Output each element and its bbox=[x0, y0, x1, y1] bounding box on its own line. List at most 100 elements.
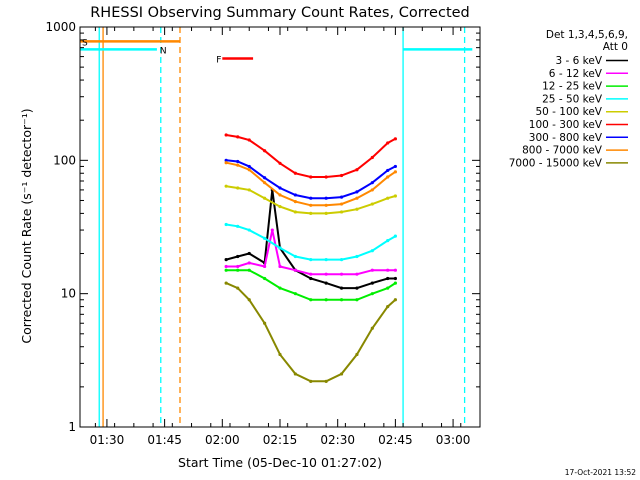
series-2-point-4 bbox=[278, 286, 282, 290]
y-tick-label-2: 100 bbox=[53, 153, 76, 167]
series-4-point-7 bbox=[324, 211, 328, 215]
legend-header-1: Att 0 bbox=[603, 41, 628, 53]
series-0-point-13 bbox=[393, 276, 397, 281]
series-2-point-7 bbox=[324, 298, 328, 302]
series-0-point-2 bbox=[247, 251, 251, 256]
series-4-point-1 bbox=[236, 186, 240, 190]
y-tick-label-3: 1000 bbox=[45, 20, 76, 34]
x-tick-label-3: 02:15 bbox=[263, 433, 298, 447]
series-4-point-11 bbox=[386, 196, 390, 200]
series-7-point-0 bbox=[224, 161, 228, 165]
series-2-point-1 bbox=[236, 268, 240, 272]
series-8-point-4 bbox=[278, 352, 282, 357]
series-3-point-1 bbox=[236, 224, 240, 228]
series-3-point-10 bbox=[370, 249, 374, 253]
series-3-point-11 bbox=[386, 239, 390, 243]
series-7-point-11 bbox=[386, 175, 390, 179]
plot-series-group bbox=[80, 27, 473, 427]
series-8-point-3 bbox=[263, 321, 267, 325]
series-7-point-12 bbox=[393, 170, 397, 174]
axes: 1 10 100 1000 01:30 01:45 02:00 02:15 02:30 02:45… bbox=[45, 20, 481, 447]
series-6-point-1 bbox=[236, 159, 240, 164]
x-tick-label-0: 01:30 bbox=[90, 433, 125, 447]
series-8-point-8 bbox=[339, 372, 344, 376]
legend-label-2: 12 - 25 keV bbox=[542, 81, 603, 93]
series-1-point-1 bbox=[236, 264, 240, 269]
series-7-point-8 bbox=[339, 202, 344, 206]
legend-label-7: 800 - 7000 keV bbox=[522, 145, 603, 157]
series-6-point-0 bbox=[224, 158, 228, 162]
series-0-point-11 bbox=[370, 281, 374, 285]
y-tick-label-1: 10 bbox=[61, 287, 76, 301]
flag-label-0: S bbox=[82, 38, 88, 48]
series-8-point-11 bbox=[386, 304, 390, 309]
chart-title: RHESSI Observing Summary Count Rates, Co… bbox=[90, 5, 470, 21]
series-6-point-8 bbox=[339, 195, 344, 199]
series-5-point-2 bbox=[247, 138, 251, 142]
series-3-point-3 bbox=[263, 236, 267, 240]
series-1-point-0 bbox=[224, 264, 228, 269]
legend-label-6: 300 - 800 keV bbox=[529, 132, 603, 144]
legend-label-5: 100 - 300 keV bbox=[529, 119, 603, 131]
series-1-point-13 bbox=[393, 268, 397, 272]
series-6-point-5 bbox=[293, 193, 297, 197]
series-4-point-5 bbox=[293, 210, 297, 214]
series-5-point-3 bbox=[263, 149, 267, 153]
series-0-point-0 bbox=[224, 258, 228, 262]
series-5-point-9 bbox=[355, 168, 359, 172]
series-line-0 bbox=[225, 189, 396, 290]
series-4-point-9 bbox=[355, 207, 359, 211]
series-8-point-5 bbox=[293, 372, 297, 376]
flag-label-3: F bbox=[216, 56, 221, 66]
series-4-point-0 bbox=[224, 184, 228, 188]
series-0-point-1 bbox=[236, 254, 240, 259]
series-5-point-5 bbox=[293, 171, 297, 175]
series-6-point-4 bbox=[278, 186, 282, 190]
legend-label-4: 50 - 100 keV bbox=[535, 106, 602, 118]
plot-frame bbox=[79, 26, 481, 428]
series-8-point-9 bbox=[355, 352, 359, 357]
series-line-6 bbox=[226, 159, 396, 200]
flag-label-1: N bbox=[160, 46, 167, 56]
y-tick-label-0: 1 bbox=[68, 420, 76, 434]
series-1-point-12 bbox=[386, 268, 390, 272]
series-4-point-4 bbox=[278, 204, 282, 209]
series-5-point-8 bbox=[339, 173, 344, 178]
series-5-point-7 bbox=[324, 175, 328, 179]
series-6-point-6 bbox=[309, 196, 313, 200]
series-2-point-5 bbox=[293, 292, 297, 296]
series-8-point-2 bbox=[247, 298, 251, 302]
series-8-point-10 bbox=[370, 326, 374, 330]
series-7-point-10 bbox=[370, 188, 374, 192]
series-7-point-7 bbox=[324, 203, 328, 207]
series-1-point-9 bbox=[339, 272, 344, 276]
series-1-point-7 bbox=[309, 272, 313, 276]
series-2-point-8 bbox=[339, 298, 344, 302]
footer-timestamp: 17-Oct-2021 13:52 bbox=[565, 468, 636, 477]
series-4-point-10 bbox=[370, 202, 374, 206]
series-line-8 bbox=[225, 282, 397, 383]
series-2-point-6 bbox=[309, 298, 313, 302]
series-8-point-7 bbox=[324, 379, 328, 383]
series-6-point-3 bbox=[263, 176, 267, 180]
series-7-point-3 bbox=[263, 181, 267, 185]
series-2-point-0 bbox=[224, 268, 228, 272]
series-1-point-11 bbox=[370, 268, 374, 272]
series-2-point-12 bbox=[393, 281, 397, 285]
series-8-point-0 bbox=[224, 281, 228, 285]
series-1-point-6 bbox=[293, 268, 297, 272]
series-1-point-5 bbox=[278, 264, 282, 269]
series-7-point-1 bbox=[236, 163, 240, 167]
series-3-point-7 bbox=[324, 258, 328, 262]
series-3-point-6 bbox=[309, 258, 313, 262]
series-1-point-3 bbox=[263, 264, 267, 269]
series-5-point-6 bbox=[309, 175, 313, 179]
series-7-point-9 bbox=[355, 196, 359, 200]
series-5-point-12 bbox=[393, 137, 397, 141]
series-6-point-12 bbox=[393, 164, 397, 169]
series-4-point-2 bbox=[247, 188, 251, 192]
series-7-point-4 bbox=[278, 193, 282, 197]
series-5-point-0 bbox=[224, 133, 228, 137]
